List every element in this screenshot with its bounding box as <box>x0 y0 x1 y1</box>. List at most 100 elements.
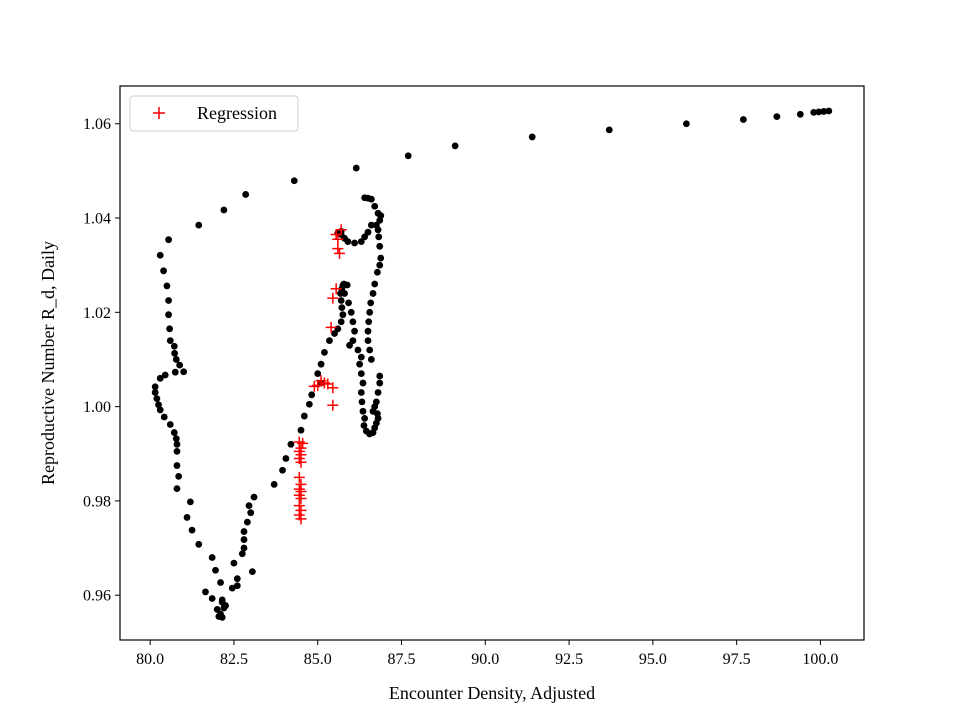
data-point <box>156 374 164 382</box>
data-point <box>170 429 178 436</box>
data-point <box>337 297 345 304</box>
data-point <box>357 370 365 378</box>
data-point <box>217 610 224 618</box>
data-point <box>815 108 823 116</box>
regression-point <box>327 292 339 304</box>
data-point <box>359 407 367 415</box>
data-point <box>343 281 351 289</box>
x-tick-label: 95.0 <box>639 651 667 668</box>
data-point <box>242 191 250 198</box>
regression-point <box>295 493 307 505</box>
data-point <box>171 368 179 376</box>
data-point <box>374 209 382 217</box>
data-point <box>361 415 369 422</box>
regression-point <box>295 456 307 468</box>
regression-point <box>335 224 347 236</box>
data-point <box>300 412 308 420</box>
data-point <box>357 238 365 245</box>
data-point <box>208 595 216 602</box>
data-point <box>365 318 373 326</box>
data-point <box>175 472 183 480</box>
data-point <box>337 318 345 326</box>
x-tick-label: 85.0 <box>304 651 332 668</box>
data-point <box>166 421 174 428</box>
y-tick-label: 1.02 <box>83 305 111 322</box>
y-tick-label: 0.98 <box>83 493 111 510</box>
data-point <box>250 493 258 501</box>
data-point <box>376 372 384 380</box>
data-point <box>173 440 181 448</box>
data-point <box>172 356 180 363</box>
data-point <box>218 596 226 604</box>
data-point <box>243 518 251 526</box>
data-point <box>366 346 374 354</box>
data-point <box>372 398 380 406</box>
data-point <box>331 330 338 337</box>
data-point <box>153 395 161 402</box>
data-point <box>173 448 181 455</box>
data-point <box>176 361 184 369</box>
data-point <box>356 360 364 368</box>
data-point <box>366 308 374 316</box>
data-point <box>367 356 375 363</box>
data-point <box>376 379 384 387</box>
data-point <box>160 413 168 421</box>
data-point <box>358 398 366 406</box>
data-point <box>376 261 384 269</box>
series-regression <box>293 224 347 525</box>
data-point <box>317 360 325 368</box>
data-point <box>240 528 248 535</box>
regression-point <box>330 229 342 241</box>
data-point <box>290 177 298 185</box>
data-point <box>354 346 362 354</box>
data-point <box>376 242 384 250</box>
data-point <box>605 126 613 134</box>
data-point <box>195 221 203 229</box>
data-point <box>247 509 255 517</box>
data-point <box>371 280 379 288</box>
data-point <box>233 582 241 590</box>
data-point <box>213 605 221 613</box>
data-point <box>165 236 172 244</box>
regression-point <box>293 471 305 483</box>
data-point <box>375 233 383 241</box>
data-point <box>156 251 164 259</box>
regression-point <box>327 382 339 394</box>
data-point <box>156 406 164 414</box>
data-point <box>351 239 358 247</box>
data-point <box>349 337 357 344</box>
data-point <box>166 325 174 333</box>
data-point <box>367 221 375 229</box>
data-point <box>347 308 355 316</box>
x-tick-label: 97.5 <box>723 651 751 668</box>
data-point <box>220 206 228 214</box>
data-point <box>321 348 328 356</box>
data-point <box>351 327 358 335</box>
data-point <box>233 575 241 583</box>
data-point <box>151 383 159 391</box>
x-axis-label: Encounter Density, Adjusted <box>389 683 595 703</box>
data-point <box>357 353 365 361</box>
data-point <box>240 544 248 552</box>
data-point <box>314 370 322 378</box>
data-point <box>305 400 313 408</box>
x-axis-ticks: 80.0 82.5 85.0 87.5 90.0 92.5 95.0 97.5 100.0 <box>136 640 838 668</box>
legend-box <box>129 95 299 132</box>
data-point <box>404 152 412 160</box>
data-point <box>349 318 357 326</box>
data-point <box>172 435 180 443</box>
data-point <box>528 133 536 141</box>
data-point <box>270 481 278 488</box>
regression-point <box>330 283 342 295</box>
data-point <box>361 194 369 202</box>
data-point <box>170 342 178 350</box>
data-point <box>188 526 196 534</box>
regression-point <box>332 233 344 245</box>
series-observed <box>151 107 833 621</box>
y-axis-label: Reproductive Number R_d, Daily <box>38 241 58 485</box>
data-point <box>377 254 385 262</box>
data-point <box>160 267 167 275</box>
regression-point <box>295 513 307 525</box>
x-tick-label: 82.5 <box>220 651 248 668</box>
